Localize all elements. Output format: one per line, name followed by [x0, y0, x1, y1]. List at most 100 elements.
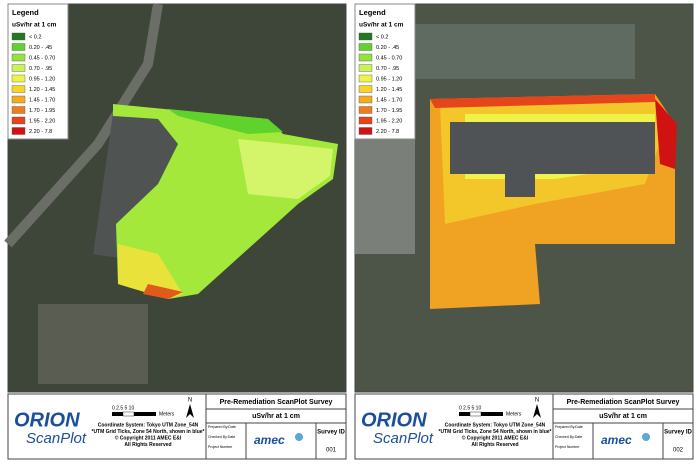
legend-swatch: [11, 127, 26, 135]
scale-numbers: 0 2.5 5 10: [112, 405, 134, 411]
panel: Legend uSv/hr at 1 cm < 0.2 0.20 - .45 0.45 …: [354, 3, 694, 460]
legend-swatch: [358, 32, 373, 41]
legend-label: 1.70 - 1.95: [29, 108, 55, 114]
legend-swatch: [358, 74, 373, 83]
legend-label: < 0.2: [376, 34, 388, 40]
legend-label: 2.20 - 7.8: [29, 129, 52, 135]
legend-swatch: [358, 43, 373, 51]
building: [355, 124, 415, 254]
survey-id-label: Survey ID: [317, 430, 345, 436]
legend-label: 1.95 - 2.20: [376, 118, 402, 124]
building: [450, 122, 655, 174]
info-label: Checked By:Date: [208, 435, 235, 439]
scan-area: [430, 94, 655, 108]
product: ScanPlot: [26, 430, 87, 447]
legend-swatch: [358, 95, 373, 104]
info-label: Project Number: [208, 445, 233, 449]
legend-label: 0.45 - 0.70: [376, 55, 402, 61]
legend-label: 0.70 - .95: [29, 66, 52, 72]
coordinate-note: All Rights Reserved: [124, 442, 171, 448]
legend-label: 1.45 - 1.70: [29, 97, 55, 103]
coordinate-note: © Copyright 2011 AMEC E&I: [462, 434, 529, 441]
company-mark: [295, 433, 303, 441]
coordinate-note: *UTM Grid Ticks, Zone 54 North, shown in…: [439, 429, 552, 435]
legend-swatch: [358, 116, 373, 125]
legend-swatch: [358, 85, 373, 93]
legend-label: 1.20 - 1.45: [29, 87, 55, 93]
legend-label: 0.95 - 1.20: [376, 76, 402, 82]
scale-unit: Meters: [506, 411, 522, 417]
survey-unit: uSv/hr at 1 cm: [599, 413, 647, 420]
scale-unit: Meters: [159, 411, 175, 417]
legend-swatch: [11, 43, 26, 51]
scan-area: [655, 99, 677, 169]
north-arrow: [186, 404, 194, 418]
legend-swatch: [358, 106, 373, 114]
legend-swatch: [11, 95, 26, 104]
scan-area: [143, 284, 183, 299]
survey-id-label: Survey ID: [664, 430, 692, 436]
product: ScanPlot: [373, 430, 434, 447]
survey-title: Pre-Remediation ScanPlot Survey: [567, 399, 680, 406]
legend-label: 1.45 - 1.70: [376, 97, 402, 103]
legend-label: < 0.2: [29, 34, 41, 40]
coordinate-note: Coordinate System: Tokyo UTM Zone_54N: [445, 422, 546, 428]
company-logo: amec: [254, 433, 285, 447]
survey-unit: uSv/hr at 1 cm: [252, 413, 300, 420]
north-label: N: [535, 398, 539, 404]
legend-swatch: [11, 116, 26, 125]
legend-swatch: [11, 106, 26, 114]
scale-bar: [122, 411, 135, 417]
survey-title: Pre-Remediation ScanPlot Survey: [220, 399, 333, 406]
legend-swatch: [11, 32, 26, 41]
info-label: Checked By:Date: [555, 435, 582, 439]
legend-swatch: [358, 64, 373, 72]
scan-area: [238, 139, 333, 199]
legend-swatch: [11, 74, 26, 83]
info-label: Project Number: [555, 445, 580, 449]
legend-swatch: [11, 64, 26, 72]
legend-label: 0.20 - .45: [376, 45, 399, 51]
legend-label: 1.95 - 2.20: [29, 118, 55, 124]
company-mark: [642, 433, 650, 441]
company-logo: amec: [601, 433, 632, 447]
legend-label: 0.45 - 0.70: [29, 55, 55, 61]
coordinate-note: All Rights Reserved: [471, 442, 518, 448]
scale-bar: [469, 411, 482, 417]
legend-label: 0.70 - .95: [376, 66, 399, 72]
scan-area: [118, 244, 183, 299]
info-label: Prepared By:Date: [555, 425, 583, 429]
brand: ORION: [361, 409, 427, 431]
building: [505, 172, 535, 197]
legend-swatch: [358, 127, 373, 135]
survey-id: 001: [326, 448, 337, 454]
legend-swatch: [358, 53, 373, 62]
brand: ORION: [14, 409, 80, 431]
scan-area: [168, 109, 283, 134]
legend-swatch: [11, 85, 26, 93]
legend-title: Legend: [12, 8, 39, 17]
road: [4, 3, 163, 248]
survey-id: 002: [673, 448, 684, 454]
legend-swatch: [11, 53, 26, 62]
legend-label: 1.20 - 1.45: [376, 87, 402, 93]
field: [38, 304, 148, 384]
legend-label: 1.70 - 1.95: [376, 108, 402, 114]
north-label: N: [188, 398, 192, 404]
coordinate-note: Coordinate System: Tokyo UTM Zone_54N: [98, 422, 199, 428]
info-label: Prepared By:Date: [208, 425, 236, 429]
north-arrow: [533, 404, 541, 418]
panel: Legend uSv/hr at 1 cm < 0.2 0.20 - .45 0.45 …: [4, 3, 347, 460]
coordinate-note: *UTM Grid Ticks, Zone 54 North, shown in…: [92, 429, 205, 435]
coordinate-note: © Copyright 2011 AMEC E&I: [115, 434, 182, 441]
footer: [7, 393, 347, 460]
scale-numbers: 0 2.5 5 10: [459, 405, 481, 411]
legend-label: 0.20 - .45: [29, 45, 52, 51]
legend-title: Legend: [359, 8, 386, 17]
legend-unit: uSv/hr at 1 cm: [359, 22, 404, 29]
legend-label: 0.95 - 1.20: [29, 76, 55, 82]
footer: [354, 393, 694, 460]
parking-lot: [405, 24, 635, 79]
